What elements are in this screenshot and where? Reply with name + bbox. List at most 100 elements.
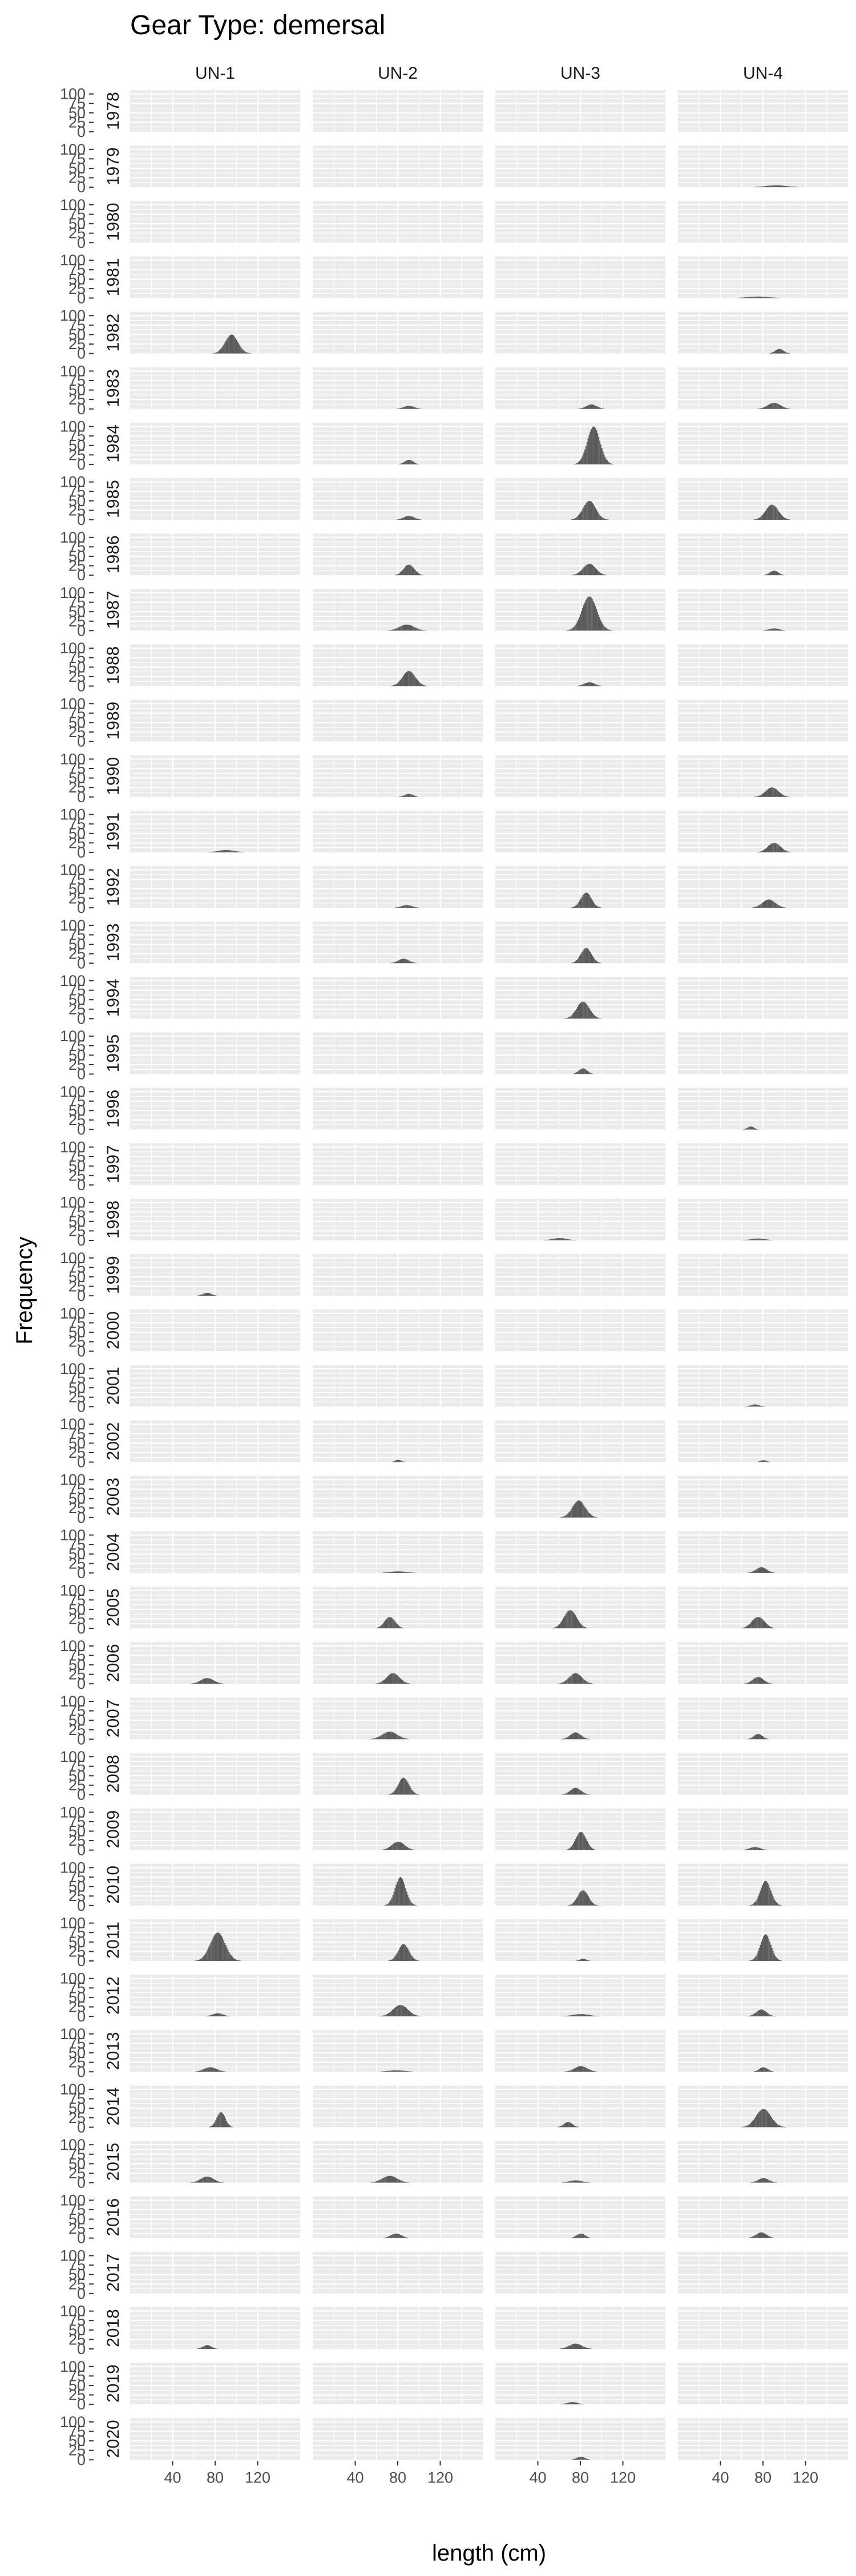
histogram-bar (391, 1897, 393, 1906)
histogram-bar (415, 463, 417, 464)
histogram-bar (574, 1073, 576, 1074)
histogram-bar (593, 567, 595, 576)
histogram-bar (593, 506, 595, 520)
histogram-bar (379, 1736, 381, 1740)
histogram-bar (770, 844, 772, 852)
histogram-bar (769, 404, 770, 409)
histogram-bar (403, 795, 405, 797)
y-tick-label: 50 (68, 1102, 86, 1119)
y-tick-label: 50 (68, 1490, 86, 1507)
histogram-bar (772, 297, 774, 298)
histogram-bar (597, 1017, 599, 1019)
histogram-bar (753, 1736, 755, 1740)
histogram-bar (754, 1902, 756, 1906)
panel-un-1-1984 (130, 422, 300, 464)
y-tick-label: 100 (60, 1138, 86, 1155)
histogram-bar (774, 403, 776, 409)
histogram-bar (376, 1737, 377, 1740)
histogram-bar (762, 850, 764, 852)
y-tick-label: 25 (68, 225, 86, 242)
histogram-bar (589, 1846, 591, 1850)
panel-un-4-2002 (678, 1420, 848, 1462)
row-label-1988: 1988 (104, 646, 123, 685)
panel-un-4-1988 (678, 644, 848, 686)
histogram-bar (589, 2069, 591, 2072)
histogram-bar (409, 1786, 411, 1795)
y-tick-label: 50 (68, 1158, 86, 1175)
y-tick-label: 100 (60, 196, 86, 213)
histogram-bar (213, 1680, 215, 1684)
histogram-bar (402, 1680, 403, 1684)
histogram-bar (398, 573, 399, 576)
histogram-bar (581, 2066, 583, 2072)
histogram-bar (784, 850, 785, 852)
histogram-bar (585, 1003, 587, 1019)
histogram-bar (405, 1682, 406, 1684)
histogram-bar (779, 349, 781, 354)
histogram-bar (567, 1736, 569, 1740)
histogram-bar (591, 2015, 593, 2017)
histogram-bar (583, 452, 585, 464)
panel-un-2-2003 (313, 1475, 483, 1518)
histogram-bar (396, 1734, 398, 1740)
histogram-bar (407, 905, 409, 908)
histogram-bar (378, 1736, 379, 1740)
histogram-bar (780, 405, 781, 409)
histogram-bar (223, 1940, 225, 1961)
histogram-bar (411, 625, 413, 631)
histogram-bar (783, 630, 785, 631)
histogram-bar (762, 902, 764, 908)
histogram-bar (757, 1568, 759, 1573)
histogram-bar (592, 1516, 594, 1518)
histogram-bar (747, 1406, 749, 1407)
histogram-bar (578, 2066, 579, 2072)
histogram-bar (419, 519, 421, 520)
histogram-bar (395, 1460, 397, 1462)
histogram-bar (575, 1788, 576, 1795)
histogram-bar (574, 1732, 575, 1740)
panel-un-4-2007 (678, 1697, 848, 1740)
histogram-bar (415, 1905, 417, 1906)
histogram-bar (583, 1069, 585, 1074)
y-tick-label: 50 (68, 880, 86, 897)
histogram-bar (574, 1788, 575, 1795)
histogram-bar (224, 2015, 226, 2017)
histogram-bar (585, 503, 587, 520)
histogram-bar (570, 1016, 571, 1019)
histogram-bar (228, 335, 230, 354)
histogram-bar (407, 1948, 409, 1961)
histogram-bar (588, 596, 590, 631)
histogram-bar (403, 1571, 405, 1573)
histogram-bar (563, 2016, 565, 2017)
histogram-bar (580, 1623, 582, 1629)
histogram-bar (413, 517, 414, 520)
histogram-bar (402, 517, 403, 520)
panel-un-1-1989 (130, 699, 300, 742)
histogram-bar (778, 792, 780, 797)
histogram-bar (597, 612, 598, 631)
histogram-bar (404, 517, 406, 520)
histogram-bar (555, 1238, 557, 1240)
histogram-bar (416, 628, 418, 631)
histogram-bar (786, 851, 788, 852)
histogram-bar (416, 796, 417, 797)
histogram-bar (605, 459, 607, 464)
histogram-bar (231, 1955, 232, 1961)
histogram-bar (772, 571, 773, 576)
histogram-bar (766, 1239, 768, 1240)
panel-un-3-1989 (495, 699, 665, 742)
histogram-bar (386, 1619, 387, 1629)
histogram-bar (583, 1793, 585, 1795)
panel-un-2-1979 (313, 145, 483, 188)
y-tick-label: 25 (68, 945, 86, 963)
histogram-bar (401, 796, 402, 797)
histogram-bar (574, 1673, 575, 1684)
histogram-bar (576, 1898, 578, 1906)
histogram-bar (591, 1847, 592, 1850)
y-tick-label: 100 (60, 362, 86, 379)
histogram-bar (577, 1896, 579, 1906)
histogram-bar (568, 1017, 570, 1019)
histogram-bar (577, 1835, 579, 1850)
